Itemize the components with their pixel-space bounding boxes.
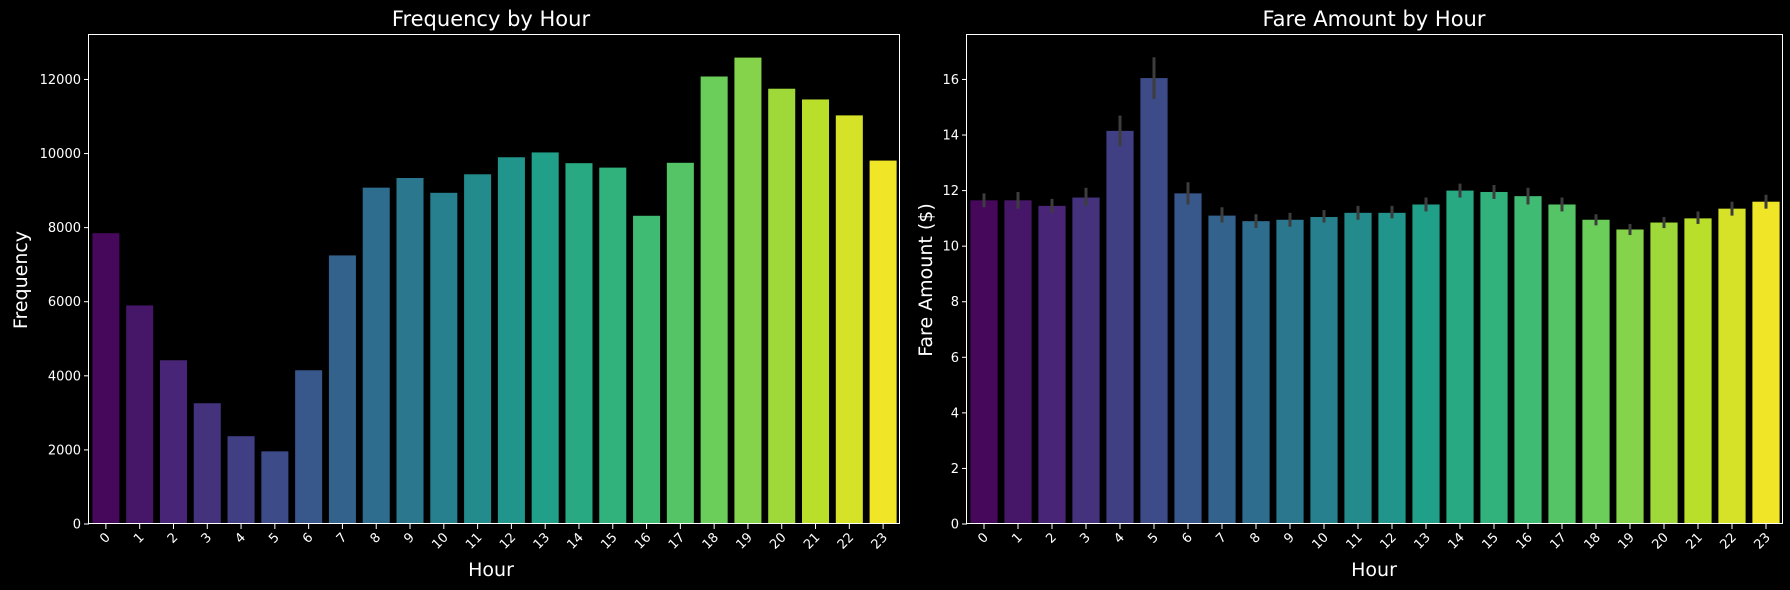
y-tick-label: 0 (73, 518, 81, 533)
bar-8 (1242, 221, 1270, 524)
y-tick-label: 12000 (40, 73, 81, 88)
bar-19 (1616, 229, 1644, 525)
bar-12 (497, 157, 525, 524)
y-tick-label: 8 (951, 295, 959, 310)
y-tick-label: 14 (942, 129, 959, 144)
chart-title: Frequency by Hour (392, 7, 591, 31)
bar-21 (802, 99, 830, 525)
bar-23 (1752, 201, 1780, 524)
y-tick-label: 8000 (48, 221, 81, 236)
bar-18 (1582, 219, 1610, 524)
bar-19 (734, 57, 762, 524)
bar-17 (666, 162, 694, 524)
bar-7 (1208, 215, 1236, 524)
bar-23 (869, 160, 897, 524)
bar-11 (464, 174, 492, 525)
x-axis-label: Hour (468, 559, 514, 581)
bar-0 (970, 200, 998, 524)
bar-16 (1514, 196, 1542, 524)
bar-6 (1174, 193, 1202, 524)
error-bar-group (982, 57, 1768, 236)
y-tick-label: 0 (951, 518, 959, 533)
plot-frame (88, 34, 900, 524)
y-tick-label: 4 (951, 406, 959, 421)
bar-1 (1004, 200, 1032, 524)
y-axis-label: Frequency (10, 231, 32, 329)
fare-amount-chart: Fare Amount by Hour Hour Fare Amount ($)… (915, 7, 1783, 581)
bar-4 (227, 436, 255, 524)
x-axis-label: Hour (1351, 559, 1397, 581)
bar-22 (1718, 208, 1746, 524)
y-tick-label: 10 (942, 240, 959, 255)
y-tick-label: 6 (951, 351, 959, 366)
bar-9 (1276, 219, 1304, 524)
y-axis: 0 2000 4000 6000 8000 10000 12000 (40, 73, 89, 533)
bar-14 (565, 163, 593, 524)
bar-14 (1446, 190, 1474, 524)
bar-20 (1650, 222, 1678, 525)
bar-18 (700, 76, 728, 525)
bar-2 (159, 360, 187, 524)
bar-15 (1480, 191, 1508, 525)
bar-9 (396, 178, 424, 524)
bar-6 (295, 370, 323, 524)
bar-11 (1344, 212, 1372, 524)
bar-10 (1310, 216, 1338, 525)
chart-title: Fare Amount by Hour (1262, 7, 1485, 31)
bar-15 (599, 167, 627, 524)
bar-0 (92, 233, 120, 524)
bar-1 (126, 305, 154, 524)
y-tick-label: 10000 (40, 147, 81, 162)
bar-12 (1378, 212, 1406, 524)
bar-7 (328, 255, 356, 525)
bar-17 (1548, 204, 1576, 525)
y-tick-label: 6000 (48, 295, 81, 310)
bar-5 (261, 451, 289, 524)
bar-10 (430, 192, 458, 524)
y-tick-label: 12 (942, 184, 959, 199)
plot-frame (966, 34, 1783, 524)
y-axis-label: Fare Amount ($) (915, 203, 937, 357)
bar-4 (1106, 130, 1134, 525)
bar-3 (193, 403, 221, 524)
bar-2 (1038, 205, 1066, 524)
bar-13 (1412, 204, 1440, 525)
bar-13 (531, 152, 559, 524)
y-tick-label: 2000 (48, 443, 81, 458)
bar-22 (835, 115, 863, 524)
y-tick-label: 2 (951, 462, 959, 477)
y-tick-label: 4000 (48, 369, 81, 384)
bar-group (970, 78, 1780, 525)
bar-20 (768, 88, 796, 524)
bar-16 (633, 215, 661, 524)
y-axis: 0 2 4 6 8 10 12 14 16 (942, 73, 967, 533)
bar-8 (362, 187, 390, 524)
bar-group (92, 57, 897, 525)
y-tick-label: 16 (942, 73, 959, 88)
bar-21 (1684, 218, 1712, 525)
frequency-chart: Frequency by Hour Hour Frequency 0 2000 40… (10, 7, 900, 581)
bar-3 (1072, 197, 1100, 525)
bar-5 (1140, 78, 1168, 524)
